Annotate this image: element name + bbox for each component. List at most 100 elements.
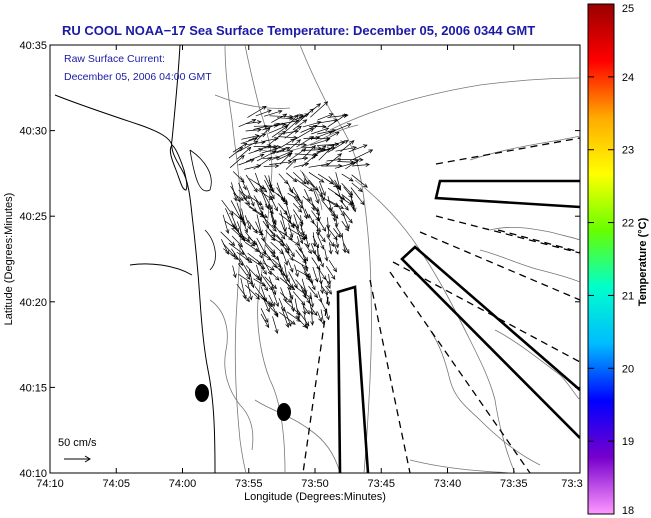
current-vector [285,159,297,170]
current-vector-head [313,293,318,299]
current-vector [229,155,245,168]
current-vector-head [283,125,289,130]
current-vector-head [256,164,262,169]
current-vector [262,220,276,237]
x-tick-label: 73:3 [561,478,582,490]
current-vector-head [345,249,350,255]
current-vector [340,140,355,152]
colorbar-ticks: 25 24 23 22 21 20 19 18 [588,3,634,517]
current-vector [327,153,342,165]
x-tick-label: 74:00 [169,478,197,490]
current-vector-head [233,196,238,202]
current-vector [318,180,326,196]
current-vector [292,203,302,213]
current-vector [236,283,250,302]
current-vector-head [324,256,329,262]
radial-dashed-lines [302,137,580,473]
current-vector-head [334,222,339,228]
figure-title: RU COOL NOAA−17 Sea Surface Temperature:… [62,23,535,38]
current-vector [268,130,286,145]
lane-southeast [400,245,580,439]
current-vector [345,159,359,170]
current-vector-head [274,276,280,281]
current-vector [262,215,277,232]
current-vector-head [303,234,308,240]
current-vector [294,264,299,277]
current-vector-head [308,187,314,192]
current-vector [255,199,264,216]
current-vector-head [293,283,298,289]
map-panel: Raw Surface Current: December 05, 2006 0… [49,44,581,474]
current-vector [238,182,247,201]
current-vector-head [238,146,244,152]
current-vector-head [286,298,292,303]
current-vector [326,235,335,247]
current-vector [302,121,321,128]
current-vector [244,215,251,230]
current-vector-head [292,177,298,183]
current-vector [287,139,301,152]
current-vector [256,237,267,255]
current-vector-head [247,225,252,230]
current-vector [343,186,353,198]
current-vector-head [314,277,319,283]
current-vector [256,214,262,234]
current-vector [232,223,243,239]
current-vector-head [250,201,255,207]
current-vector [311,311,313,325]
current-vector-head [323,101,329,106]
current-vector-head [274,329,279,334]
current-vector-head [295,224,300,230]
current-vector [286,311,301,322]
current-vector [263,110,283,117]
current-vector [329,242,332,254]
current-vector-head [276,145,282,150]
current-vector-head [301,301,306,306]
inner-bay [189,149,216,271]
current-vector-head [334,131,340,136]
current-vector-head [254,247,260,252]
current-vector [308,172,324,183]
current-vector [268,276,276,295]
current-vector-head [259,153,265,158]
current-vector [262,297,270,312]
current-vector [272,258,282,268]
current-vector [309,278,316,290]
current-vector [311,145,326,160]
current-vector-head [321,237,326,243]
current-vector-head [333,118,339,123]
current-vector [320,300,328,313]
current-vector [352,149,373,160]
current-vector-head [297,208,303,213]
current-vector-head [270,188,275,193]
current-vector [351,182,363,192]
current-vector-head [298,199,303,205]
current-vector [286,143,307,146]
current-vector [278,311,296,325]
current-vector [247,236,258,246]
current-vector [247,106,267,118]
current-vector [284,309,292,327]
current-vector [294,285,312,299]
current-vector [238,119,256,128]
shipping-lanes [336,179,580,473]
current-vector-head [259,231,264,236]
current-vector [238,243,250,262]
current-vector [231,248,243,266]
current-vector [294,223,303,244]
current-vector [304,208,310,219]
current-vector-head [317,146,322,151]
current-vector [327,227,338,241]
current-vector-head [262,250,267,256]
current-vector-head [310,303,315,308]
y-axis-label: Latitude (Degrees:Minutes) [3,193,15,326]
current-vector [309,273,313,284]
current-vector [269,115,294,118]
current-vector-head [304,113,310,118]
current-vector-head [236,197,241,203]
current-vector [293,197,303,209]
current-vector [318,186,325,201]
current-vector-head [320,289,325,295]
current-vector [278,173,289,185]
current-vector [222,214,229,234]
